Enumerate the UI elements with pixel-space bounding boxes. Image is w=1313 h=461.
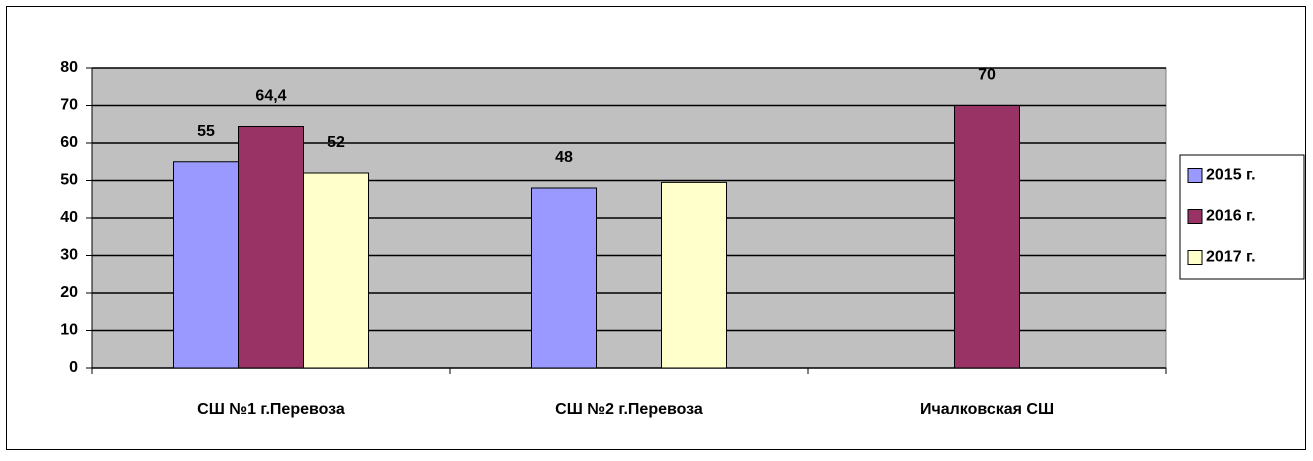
y-tick-label: 50 — [60, 172, 78, 189]
bar — [303, 172, 369, 369]
y-tick-label: 30 — [60, 247, 78, 264]
x-tick-label: СШ №1 г.Перевоза — [197, 401, 345, 418]
y-tick-label: 0 — [69, 359, 78, 376]
legend-label: 2017 г. — [1206, 249, 1256, 266]
y-tick-label: 40 — [60, 209, 78, 226]
y-tick-label: 60 — [60, 134, 78, 151]
data-label: 48 — [555, 149, 573, 166]
y-tick-label: 20 — [60, 284, 78, 301]
legend-label: 2015 г. — [1206, 167, 1256, 184]
bar — [238, 126, 304, 369]
bar — [531, 187, 597, 369]
data-label: 52 — [327, 134, 345, 151]
data-label: 64,4 — [255, 88, 286, 105]
bar — [954, 105, 1020, 369]
x-tick-label: СШ №2 г.Перевоза — [555, 401, 703, 418]
x-tick-label: Ичалковская СШ — [920, 401, 1054, 418]
y-tick-label: 70 — [60, 97, 78, 114]
bar — [661, 181, 727, 369]
y-tick-label: 80 — [60, 59, 78, 76]
y-tick-label: 10 — [60, 322, 78, 339]
bar — [173, 161, 239, 369]
legend-swatch — [1187, 168, 1203, 183]
data-label: 70 — [978, 67, 996, 84]
legend-swatch — [1187, 250, 1203, 265]
data-label: 55 — [197, 123, 215, 140]
legend-label: 2016 г. — [1206, 208, 1256, 225]
legend-swatch — [1187, 209, 1203, 224]
